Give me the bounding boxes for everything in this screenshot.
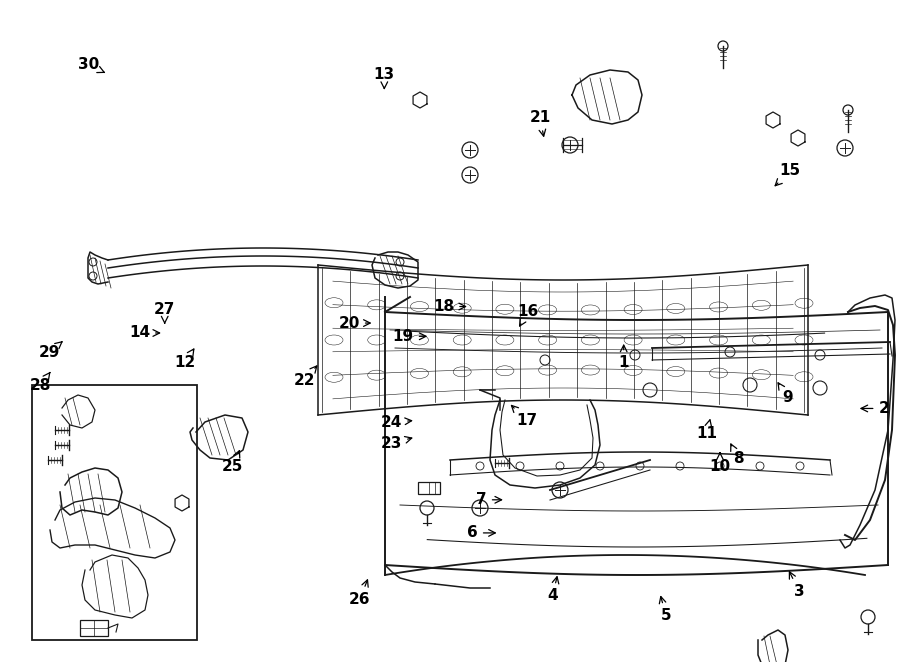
Text: 7: 7: [476, 493, 501, 507]
Bar: [80, 620, 108, 636]
Text: 22: 22: [293, 366, 317, 388]
Text: 16: 16: [518, 304, 539, 326]
Text: 28: 28: [30, 373, 51, 393]
Text: 29: 29: [39, 342, 62, 359]
Text: 9: 9: [778, 383, 793, 404]
Text: 18: 18: [433, 299, 465, 314]
Text: 15: 15: [775, 164, 801, 186]
Text: 25: 25: [221, 451, 243, 474]
Text: 3: 3: [789, 572, 805, 598]
Bar: [418, 482, 440, 494]
Text: 4: 4: [547, 577, 559, 603]
Text: 8: 8: [731, 444, 743, 466]
Text: 11: 11: [696, 420, 717, 441]
Text: 26: 26: [349, 580, 371, 606]
Text: 1: 1: [618, 345, 629, 370]
Text: 23: 23: [381, 436, 412, 451]
Text: 19: 19: [392, 329, 426, 344]
Text: 5: 5: [660, 596, 671, 623]
Text: 20: 20: [338, 316, 370, 330]
Text: 10: 10: [709, 453, 731, 474]
Text: 21: 21: [529, 111, 551, 136]
Text: 2: 2: [861, 401, 889, 416]
Text: 24: 24: [381, 415, 411, 430]
Bar: [32, 385, 197, 640]
Text: 27: 27: [154, 303, 176, 323]
Text: 6: 6: [467, 526, 495, 540]
Text: 17: 17: [511, 405, 537, 428]
Text: 13: 13: [374, 67, 395, 89]
Text: 12: 12: [174, 349, 195, 370]
Text: 30: 30: [77, 58, 104, 73]
Text: 14: 14: [129, 326, 159, 340]
